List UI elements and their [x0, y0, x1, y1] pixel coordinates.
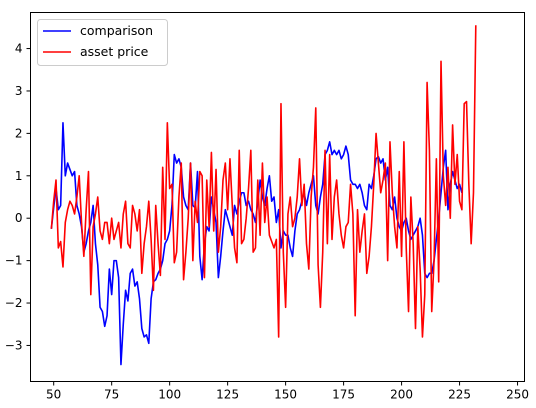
legend: comparison asset price — [37, 19, 168, 66]
x-axis: 50 75 100 125 150 175 200 225 250 — [46, 381, 529, 402]
y-tick-label: 4 — [15, 42, 23, 56]
y-tick-label: −2 — [5, 296, 23, 310]
y-axis: −3 −2 −1 0 1 2 3 4 — [5, 42, 31, 352]
y-tick-label: 0 — [15, 211, 23, 225]
y-tick-label: 3 — [15, 84, 23, 98]
legend-label-comparison: comparison — [80, 23, 153, 38]
y-tick-label: 1 — [15, 169, 23, 183]
x-tick-label: 150 — [274, 388, 297, 402]
x-tick-label: 50 — [46, 388, 61, 402]
series-lines — [50, 25, 477, 366]
x-tick-label: 225 — [448, 388, 471, 402]
x-tick-label: 175 — [332, 388, 355, 402]
y-tick-label: −1 — [5, 254, 23, 268]
x-tick-label: 75 — [104, 388, 119, 402]
plot-frame — [30, 12, 525, 382]
x-tick-label: 125 — [216, 388, 239, 402]
y-tick-label: 2 — [15, 126, 23, 140]
series-line-asset-price — [50, 25, 477, 338]
y-tick-label: −3 — [5, 338, 23, 352]
legend-label-asset-price: asset price — [80, 44, 149, 59]
x-tick-label: 200 — [390, 388, 413, 402]
x-tick-label: 250 — [506, 388, 529, 402]
x-tick-label: 100 — [158, 388, 181, 402]
